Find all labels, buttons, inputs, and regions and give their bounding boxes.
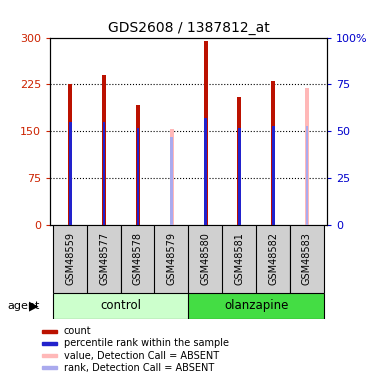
Bar	[53, 292, 189, 319]
Text: GSM48582: GSM48582	[268, 232, 278, 285]
Bar	[42, 354, 57, 357]
Text: GSM48581: GSM48581	[234, 232, 244, 285]
Bar	[121, 225, 155, 292]
Bar	[69, 122, 72, 225]
Text: agent: agent	[8, 301, 40, 310]
Bar	[306, 126, 308, 225]
Bar	[102, 75, 106, 225]
Bar	[237, 97, 241, 225]
Bar	[222, 225, 257, 292]
Bar	[204, 118, 207, 225]
Bar	[42, 342, 57, 345]
Text: GSM48583: GSM48583	[302, 232, 312, 285]
Bar	[272, 126, 275, 225]
Bar	[53, 225, 88, 292]
Text: percentile rank within the sample: percentile rank within the sample	[64, 339, 229, 348]
Bar	[170, 129, 174, 225]
Text: olanzapine: olanzapine	[224, 299, 288, 312]
Bar	[171, 137, 173, 225]
Bar	[42, 366, 57, 369]
Bar	[42, 330, 57, 333]
Bar	[136, 105, 140, 225]
Bar	[290, 225, 324, 292]
Title: GDS2608 / 1387812_at: GDS2608 / 1387812_at	[108, 21, 270, 35]
Bar	[87, 225, 121, 292]
Text: GSM48559: GSM48559	[65, 232, 75, 285]
Bar	[271, 81, 275, 225]
Text: GSM48580: GSM48580	[201, 232, 211, 285]
Bar	[204, 40, 208, 225]
Text: count: count	[64, 326, 92, 336]
Bar	[68, 84, 72, 225]
Text: GSM48577: GSM48577	[99, 232, 109, 285]
Bar	[305, 87, 309, 225]
Text: rank, Detection Call = ABSENT: rank, Detection Call = ABSENT	[64, 363, 214, 373]
Text: ▶: ▶	[29, 299, 38, 312]
Bar	[137, 128, 139, 225]
Text: GSM48579: GSM48579	[167, 232, 177, 285]
Bar	[188, 225, 223, 292]
Text: control: control	[100, 299, 142, 312]
Bar	[256, 225, 291, 292]
Bar	[188, 292, 324, 319]
Text: GSM48578: GSM48578	[133, 232, 143, 285]
Bar	[103, 122, 105, 225]
Bar	[238, 128, 241, 225]
Text: value, Detection Call = ABSENT: value, Detection Call = ABSENT	[64, 351, 219, 361]
Bar	[154, 225, 189, 292]
